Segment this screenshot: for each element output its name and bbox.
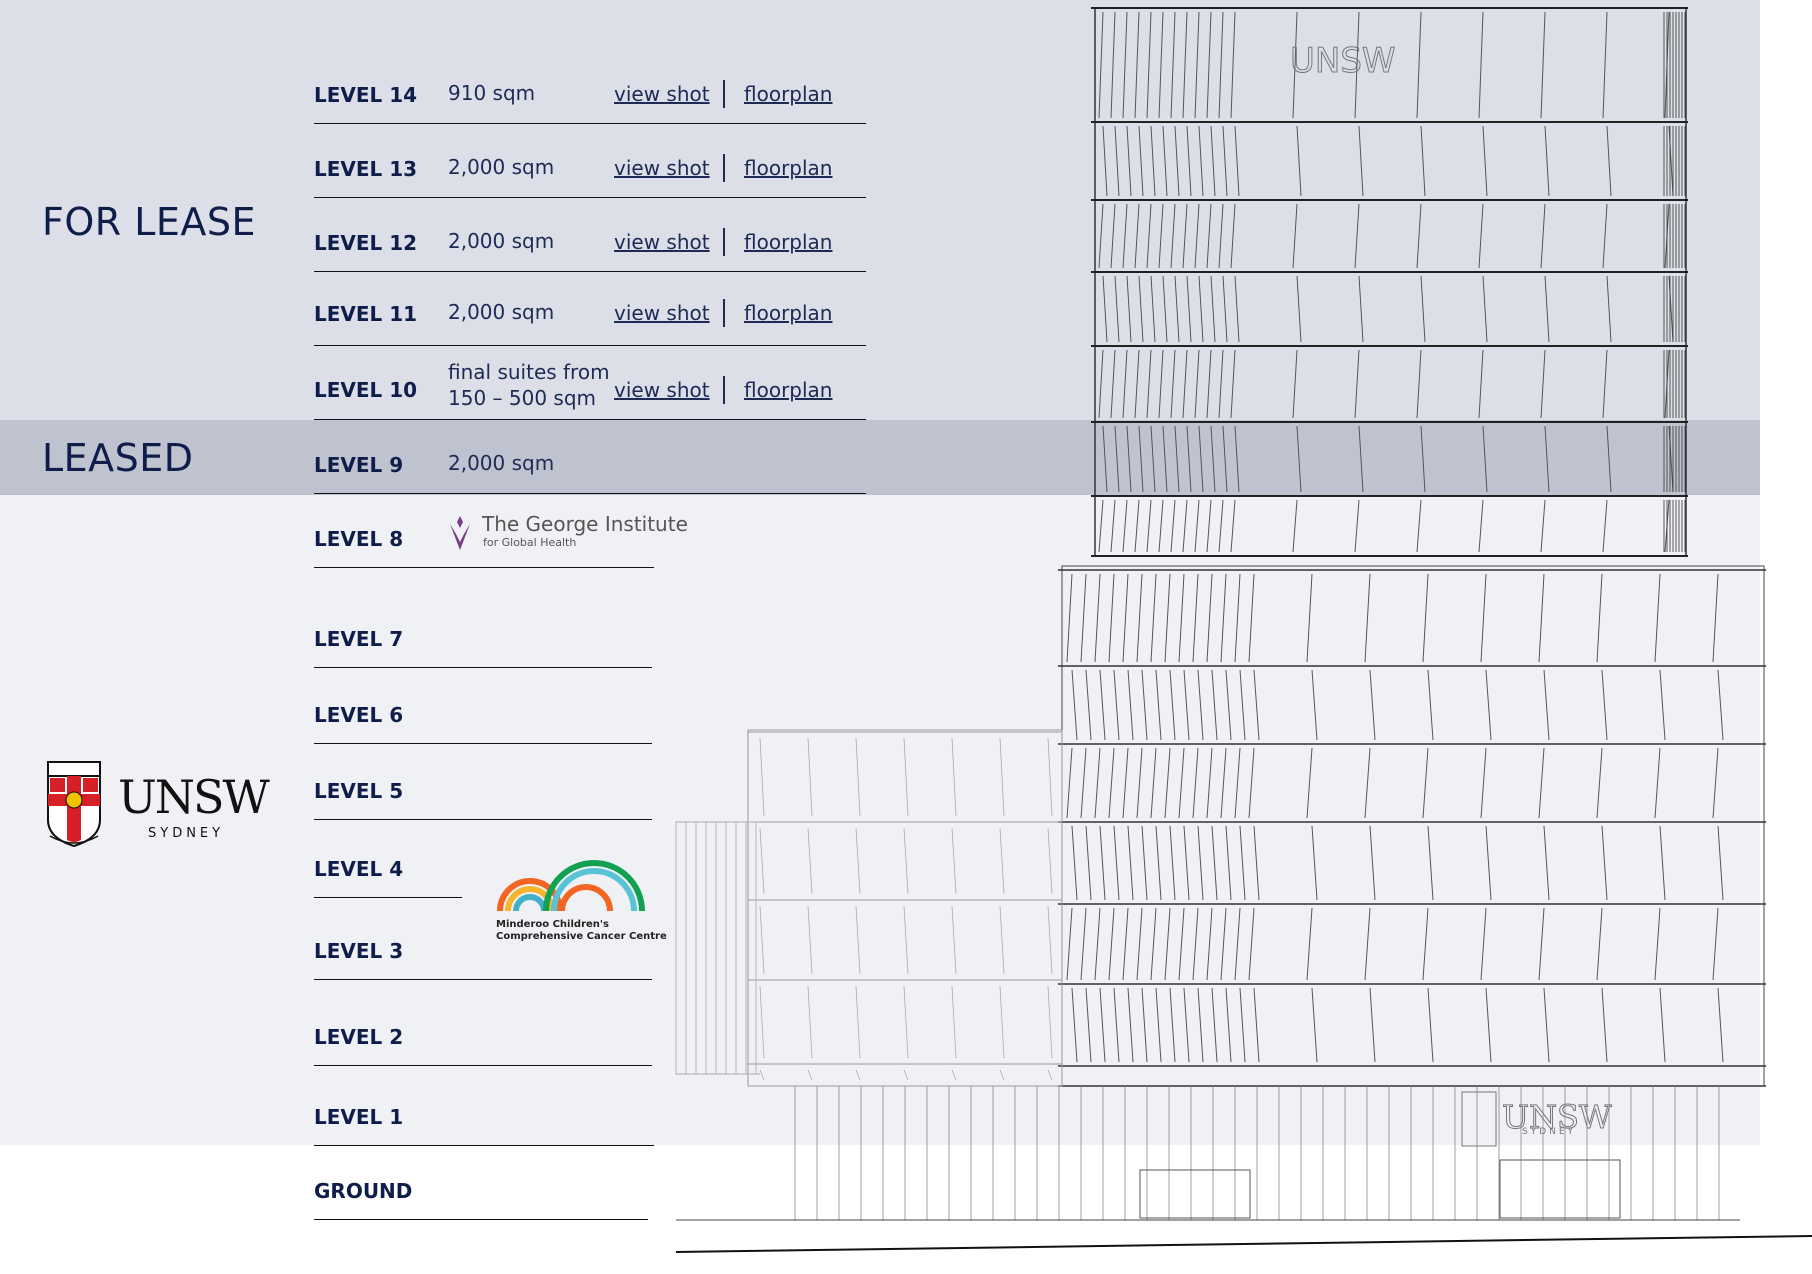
area-value: 2,000 sqm	[448, 451, 555, 475]
for-lease-band	[0, 0, 1760, 420]
row-divider	[314, 271, 866, 272]
leased-band	[0, 420, 1760, 495]
view-shot-link[interactable]: view shot	[614, 230, 710, 254]
row-divider	[314, 743, 652, 744]
level-label: LEVEL 2	[314, 1025, 404, 1049]
row-divider	[314, 345, 866, 346]
row-divider	[314, 1145, 654, 1146]
row-level-4: LEVEL 4	[314, 824, 462, 898]
level-label: LEVEL 9	[314, 453, 404, 477]
link-separator	[723, 80, 725, 108]
row-level-3: LEVEL 3	[314, 906, 652, 980]
george-institute-sub: for Global Health	[483, 536, 577, 549]
level-label: LEVEL 10	[314, 378, 418, 402]
row-ground: GROUND	[314, 1146, 648, 1220]
level-label: LEVEL 11	[314, 302, 418, 326]
level-label: LEVEL 14	[314, 83, 418, 107]
tenants-band	[0, 495, 1760, 1145]
row-divider	[314, 567, 654, 568]
unsw-logo: UNSW SYDNEY	[46, 760, 270, 850]
building-signage-top: UNSW	[1290, 41, 1396, 81]
row-level-5: LEVEL 5	[314, 746, 652, 820]
unsw-sub: SYDNEY	[148, 826, 225, 841]
row-divider	[314, 979, 652, 980]
george-institute-name: The George Institute	[482, 512, 688, 536]
level-label: LEVEL 4	[314, 857, 404, 881]
link-separator	[723, 154, 725, 182]
level-label: LEVEL 8	[314, 527, 404, 551]
level-label: LEVEL 5	[314, 779, 404, 803]
george-institute-logo: The George Institute for Global Health	[446, 512, 688, 554]
unsw-crest-icon	[47, 761, 101, 848]
view-shot-link[interactable]: view shot	[614, 82, 710, 106]
leased-heading: LEASED	[42, 436, 194, 480]
floorplan-link[interactable]: floorplan	[744, 301, 833, 325]
row-level-1: LEVEL 1	[314, 1072, 654, 1146]
area-value: 2,000 sqm	[448, 300, 555, 324]
row-level-11: LEVEL 11 2,000 sqm view shot floorplan	[314, 272, 866, 346]
row-level-12: LEVEL 12 2,000 sqm view shot floorplan	[314, 198, 866, 272]
row-level-13: LEVEL 13 2,000 sqm view shot floorplan	[314, 124, 866, 198]
row-divider	[314, 419, 866, 420]
level-label: LEVEL 13	[314, 157, 418, 181]
row-level-10: LEVEL 10 final suites from 150 – 500 sqm…	[314, 346, 866, 420]
level-label: LEVEL 1	[314, 1105, 404, 1129]
floorplan-link[interactable]: floorplan	[744, 156, 833, 180]
area-value: 2,000 sqm	[448, 155, 555, 179]
area-value: 910 sqm	[448, 81, 536, 105]
row-level-8: LEVEL 8	[314, 494, 654, 568]
row-divider	[314, 197, 866, 198]
for-lease-heading: FOR LEASE	[42, 200, 257, 244]
level-label: LEVEL 7	[314, 627, 404, 651]
floorplan-link[interactable]: floorplan	[744, 378, 833, 402]
floorplan-link[interactable]: floorplan	[744, 82, 833, 106]
row-divider	[314, 1065, 652, 1066]
level-label: LEVEL 3	[314, 939, 404, 963]
row-level-7: LEVEL 7	[314, 594, 652, 668]
george-institute-icon	[450, 516, 470, 550]
row-level-14: LEVEL 14 910 sqm view shot floorplan	[314, 50, 866, 124]
area-value: 2,000 sqm	[448, 229, 555, 253]
view-shot-link[interactable]: view shot	[614, 301, 710, 325]
link-separator	[723, 299, 725, 327]
row-level-9: LEVEL 9 2,000 sqm	[314, 420, 866, 494]
row-divider	[314, 493, 866, 494]
building-signage-base: UNSW	[1502, 1098, 1612, 1136]
row-level-6: LEVEL 6	[314, 670, 652, 744]
minderoo-rainbow-icon	[497, 860, 645, 912]
row-divider	[314, 667, 652, 668]
row-divider	[314, 1219, 648, 1220]
row-divider	[314, 897, 462, 898]
level-label: GROUND	[314, 1179, 413, 1203]
area-value-line1: final suites from	[448, 360, 610, 384]
row-divider	[314, 819, 652, 820]
level-label: LEVEL 6	[314, 703, 404, 727]
floorplan-link[interactable]: floorplan	[744, 230, 833, 254]
building-signage-base-sub: SYDNEY	[1522, 1127, 1576, 1137]
row-divider	[314, 123, 866, 124]
row-level-2: LEVEL 2	[314, 992, 652, 1066]
link-separator	[723, 376, 725, 404]
minderoo-line2: Comprehensive Cancer Centre	[496, 931, 667, 942]
level-label: LEVEL 12	[314, 231, 418, 255]
minderoo-logo: Minderoo Children's Comprehensive Cancer…	[496, 855, 667, 945]
view-shot-link[interactable]: view shot	[614, 378, 710, 402]
unsw-wordmark: UNSW	[118, 770, 270, 824]
link-separator	[723, 228, 725, 256]
view-shot-link[interactable]: view shot	[614, 156, 710, 180]
minderoo-line1: Minderoo Children's	[496, 919, 609, 930]
area-value-line2: 150 – 500 sqm	[448, 386, 597, 410]
